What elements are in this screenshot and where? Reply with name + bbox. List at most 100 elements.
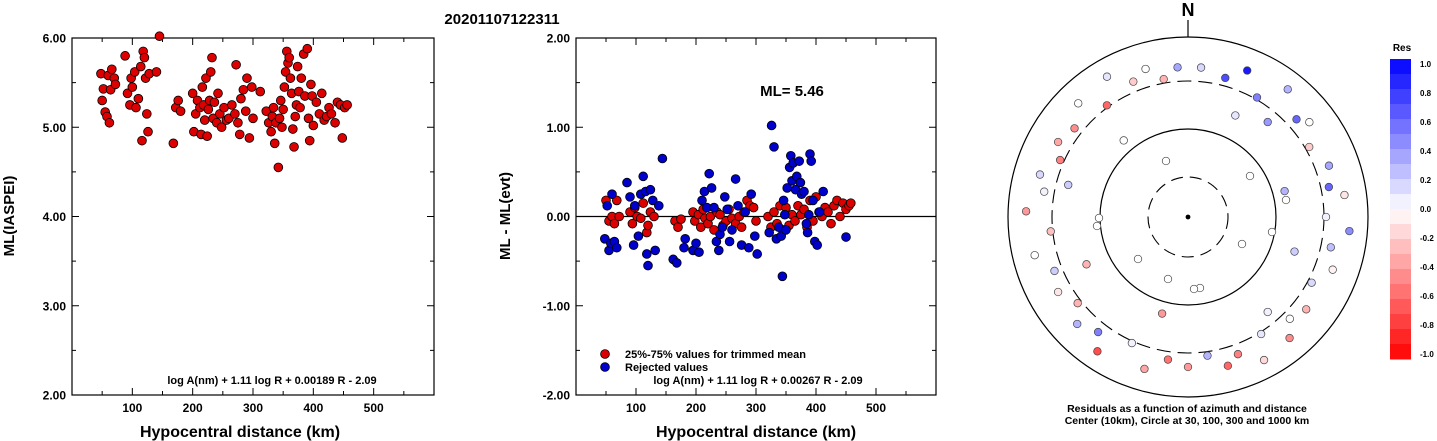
station-point	[1285, 333, 1294, 343]
polar-caption-line2: Center (10km), Circle at 30, 100, 300 an…	[1065, 415, 1310, 427]
station-point	[1070, 124, 1079, 133]
colorbar-swatch	[1390, 119, 1411, 135]
p2-data-point	[806, 156, 816, 166]
p2-data-point	[691, 238, 701, 249]
circle-30km	[1147, 176, 1229, 258]
p1-data-point	[233, 117, 243, 128]
p2-x-tick-label: 400	[806, 401, 826, 415]
p1-data-point	[275, 95, 286, 106]
p2-x-tick-label: 500	[866, 401, 886, 415]
p2-data-point	[790, 216, 800, 226]
station-point	[1345, 226, 1354, 236]
station-point	[1055, 155, 1065, 165]
p2-data-point	[743, 242, 754, 253]
legend-marker-rejected	[600, 362, 610, 372]
p1-data-point	[216, 122, 227, 133]
station-point	[1324, 182, 1334, 192]
p1-data-point	[279, 82, 290, 92]
station-point	[1093, 327, 1103, 337]
colorbar-tick-label: -0.8	[1420, 321, 1434, 330]
p2-data-point	[629, 200, 640, 211]
station-point	[1221, 73, 1230, 83]
p2-data-point	[803, 209, 814, 220]
p1-data-point	[289, 142, 299, 152]
station-point	[1073, 319, 1082, 329]
p1-data-point	[288, 124, 298, 134]
colorbar-swatch	[1390, 239, 1411, 255]
p1-data-point	[236, 93, 246, 104]
station-point	[1093, 347, 1102, 356]
p2-data-point	[609, 218, 620, 229]
p2-data-point	[752, 249, 762, 259]
station-point	[1021, 207, 1031, 216]
station-point	[1140, 364, 1149, 374]
station-point	[1280, 186, 1289, 196]
p1-y-tick-label: 6.00	[43, 32, 67, 46]
station-point	[1074, 99, 1083, 108]
p2-data-point	[769, 142, 779, 152]
p1-data-point	[242, 73, 252, 83]
y-axis-label-1: ML(IASPEI)	[1, 176, 18, 257]
p1-data-point	[248, 113, 258, 124]
p1-data-point	[277, 122, 287, 133]
station-point	[1073, 299, 1082, 308]
colorbar-swatch	[1390, 164, 1411, 180]
colorbar-label: Res	[1393, 43, 1412, 54]
p2-data-point	[607, 189, 617, 199]
station-point	[1053, 137, 1063, 147]
p1-data-point	[284, 52, 295, 63]
data-points-2	[599, 120, 856, 282]
p1-data-point	[143, 126, 153, 137]
p2-data-point	[602, 200, 612, 211]
epicenter-dot	[1185, 214, 1191, 220]
p1-data-point	[240, 106, 251, 116]
station-point-near	[1189, 284, 1199, 294]
colorbar-tick-label: 0.0	[1420, 205, 1432, 214]
p2-y-tick-label: 1.00	[547, 121, 571, 135]
p1-data-point	[311, 97, 322, 108]
station-point	[1256, 329, 1266, 339]
station-point-near	[1094, 213, 1104, 223]
p2-data-point	[740, 207, 750, 217]
p2-data-point	[733, 200, 743, 211]
p1-data-point	[290, 111, 301, 122]
p2-data-point	[795, 177, 806, 188]
station-point	[1305, 142, 1314, 152]
station-point	[1163, 355, 1173, 364]
p2-y-tick-label: 0.00	[547, 210, 571, 224]
colorbar-tick-label: -0.6	[1420, 292, 1434, 301]
p2-data-point	[801, 218, 812, 229]
p1-data-point	[187, 88, 198, 99]
station-point	[1305, 118, 1314, 127]
p2-data-point	[673, 222, 683, 233]
station-point	[1328, 265, 1337, 274]
station-point-near	[1163, 274, 1173, 284]
colorbar-ticks: 1.0 0.8 0.6 0.4 0.2 0.0 -0.2 -0.4 -0.6 -0.8 -1.0	[1420, 60, 1434, 359]
p2-data-point	[845, 198, 856, 208]
colorbar-tick-label: 0.6	[1420, 118, 1432, 127]
p2-data-point	[641, 249, 652, 259]
p2-data-point	[812, 240, 822, 250]
p1-data-point	[203, 104, 214, 115]
station-point	[1324, 161, 1334, 170]
p2-data-point	[643, 260, 653, 271]
station-point-near	[1161, 156, 1171, 166]
station-point	[1231, 111, 1240, 120]
p1-data-point	[213, 88, 223, 99]
p2-data-point	[671, 258, 682, 268]
colorbar-swatch	[1390, 149, 1411, 165]
p2-data-point	[611, 242, 622, 253]
station-point	[1064, 180, 1073, 190]
p2-data-point	[779, 209, 790, 220]
p2-data-point	[764, 227, 774, 238]
p1-x-tick-label: 400	[303, 401, 323, 415]
station-point	[1030, 251, 1039, 260]
station-point	[1302, 305, 1311, 314]
p2-data-point	[794, 156, 804, 166]
p2-data-point	[622, 177, 632, 188]
station-point	[1252, 93, 1262, 102]
circle-1000km	[1007, 36, 1369, 398]
p2-data-point	[706, 183, 717, 193]
station-point	[1127, 338, 1137, 348]
